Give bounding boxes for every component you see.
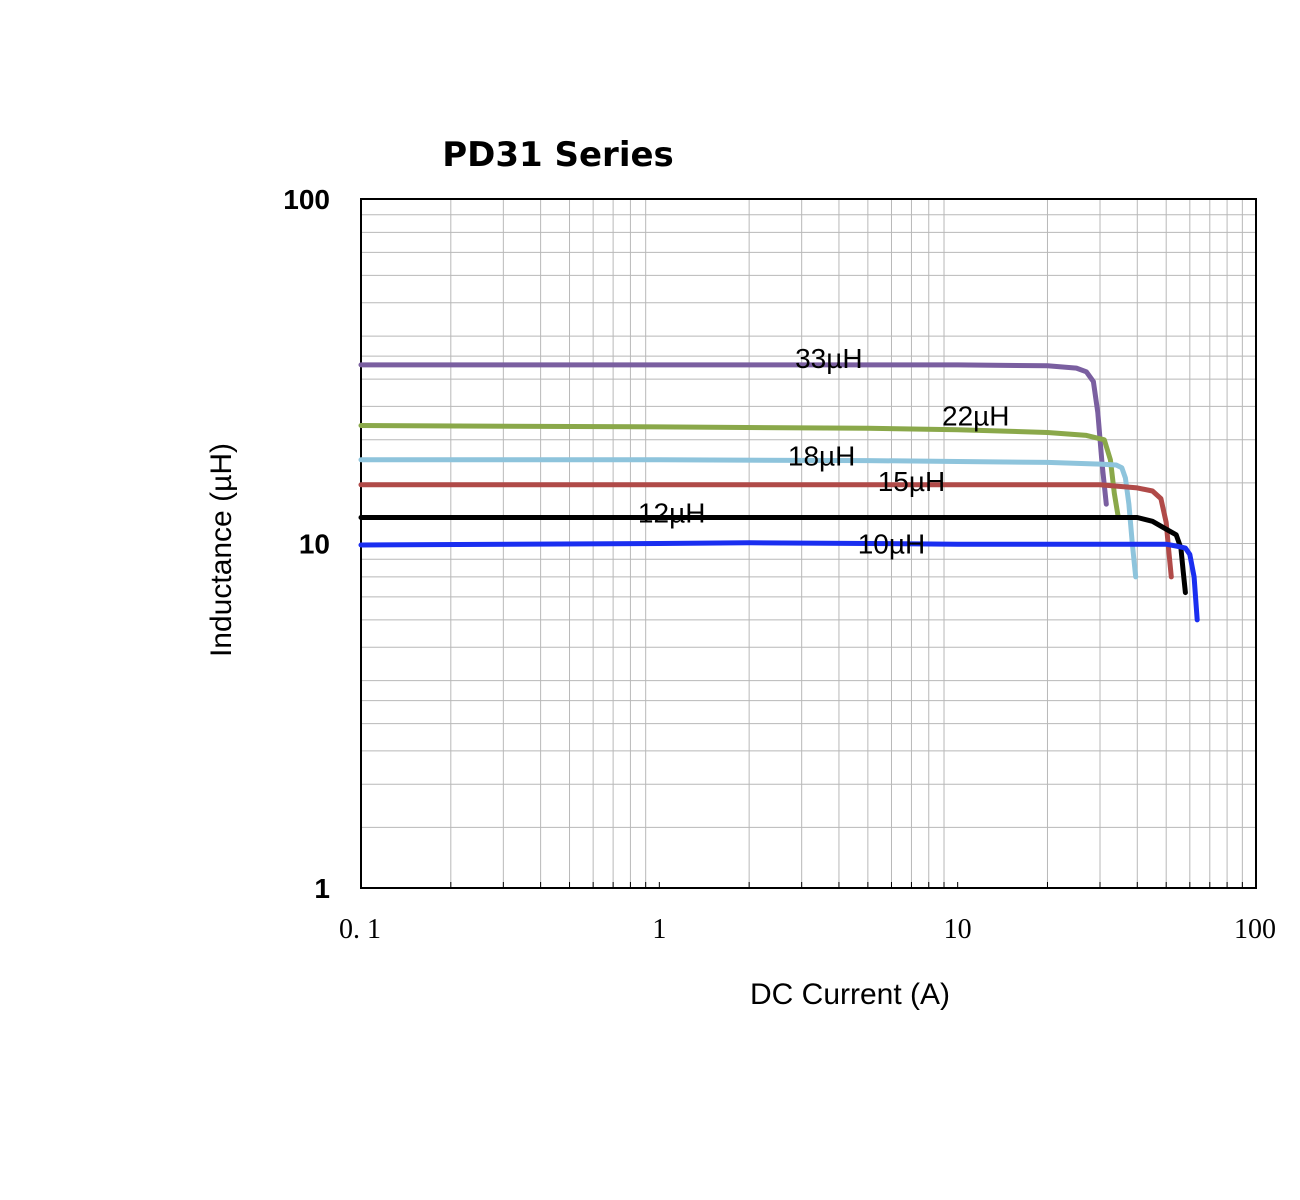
series-label-18uh: 18µH xyxy=(788,441,856,472)
series-label-22uh: 22µH xyxy=(942,401,1010,432)
x-tick-label: 0. 1 xyxy=(339,914,381,945)
y-axis-ticks: 1 10 100 xyxy=(283,184,330,904)
series-line-12uh xyxy=(358,515,1188,596)
series-line-15uh xyxy=(358,482,1174,580)
series-line-22uh xyxy=(358,423,1121,519)
x-tick-label: 1 xyxy=(652,914,666,945)
y-tick-label: 10 xyxy=(299,529,330,560)
series-line-18uh xyxy=(358,457,1139,580)
x-tick-label: 100 xyxy=(1234,914,1276,945)
series-label-33uh: 33µH xyxy=(795,343,863,374)
series-line-10uh xyxy=(358,540,1200,623)
x-tick-label: 10 xyxy=(944,914,972,945)
chart-title: PD31 Series xyxy=(442,135,674,175)
series-line-33uh xyxy=(358,362,1109,507)
y-tick-label: 1 xyxy=(314,873,330,904)
x-axis-label: DC Current (A) xyxy=(750,978,950,1011)
x-axis-ticks: 0. 1 1 10 100 xyxy=(339,914,1276,945)
series-label-10uh: 10µH xyxy=(858,529,926,560)
y-axis-label: Inductance (µH) xyxy=(205,443,238,657)
series-label-12uh: 12µH xyxy=(638,498,706,529)
series-label-15uh: 15µH xyxy=(878,466,946,497)
series-curves xyxy=(358,362,1200,623)
series-labels: 33µH 22µH 18µH 15µH 12µH 10µH xyxy=(638,343,1010,559)
y-tick-label: 100 xyxy=(283,184,330,215)
